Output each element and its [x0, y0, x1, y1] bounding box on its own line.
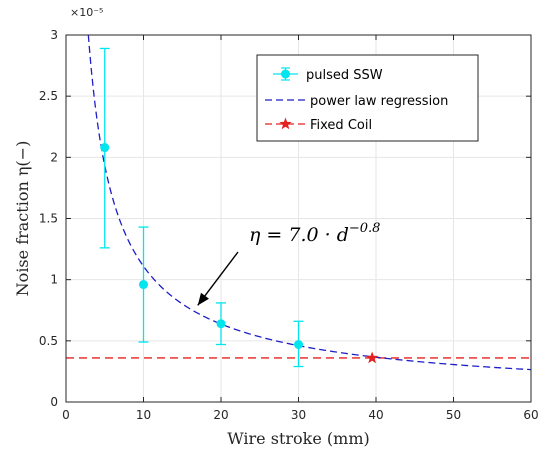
- y-tick-label: 2.5: [39, 89, 58, 103]
- series-layer: [66, 34, 532, 371]
- errorbar-point: [216, 302, 226, 346]
- y-tick-label: 0.5: [39, 334, 58, 348]
- annotation: η = 7.0 · d−0.8: [197, 221, 380, 306]
- errorbar-point: [99, 47, 110, 249]
- errorbar-point: [138, 226, 149, 343]
- equation-exponent: −0.8: [349, 221, 381, 236]
- data-point: [100, 143, 110, 153]
- y-tick-label: 1.5: [39, 212, 58, 226]
- x-tick-label: 40: [368, 408, 383, 422]
- y-tick-label: 2: [50, 150, 58, 164]
- power-law-curve: [87, 34, 532, 371]
- data-point: [139, 280, 148, 290]
- y-tick-label: 0: [50, 395, 58, 409]
- annotation-arrow-head: [197, 292, 209, 306]
- fixed-coil-star: [365, 351, 379, 364]
- x-tick-label: 60: [523, 408, 538, 422]
- y-tick-label: 3: [50, 28, 58, 42]
- errorbar-point: [293, 320, 304, 368]
- ticks: 0 10 20 30 40 50 60 0 0.5 1 1.5 2 2.5 3: [39, 28, 539, 422]
- legend-box: [256, 54, 479, 142]
- legend: pulsed SSW power law regression Fixed Co…: [256, 54, 479, 142]
- data-point: [294, 340, 303, 350]
- data-point: [216, 319, 226, 329]
- legend-label-fixed-coil: Fixed Coil: [310, 118, 372, 133]
- x-tick-label: 50: [446, 408, 461, 422]
- legend-label-pulsed-ssw: pulsed SSW: [306, 68, 383, 83]
- regression-equation: η = 7.0 · d−0.8: [249, 221, 380, 246]
- x-tick-label: 0: [62, 408, 70, 422]
- x-axis-label: Wire stroke (mm): [227, 429, 369, 448]
- y-exponent-label: ×10⁻⁵: [70, 6, 103, 19]
- x-tick-label: 30: [291, 408, 306, 422]
- y-tick-label: 1: [50, 273, 58, 287]
- legend-marker-pulsed-ssw: [281, 69, 290, 79]
- legend-marker-fixed-coil: [279, 117, 292, 130]
- x-tick-label: 10: [136, 408, 151, 422]
- y-axis-label: Noise fraction η(−): [13, 141, 32, 297]
- equation-base: η = 7.0 · d: [249, 224, 349, 246]
- x-tick-label: 20: [213, 408, 228, 422]
- legend-label-power-law: power law regression: [310, 94, 448, 109]
